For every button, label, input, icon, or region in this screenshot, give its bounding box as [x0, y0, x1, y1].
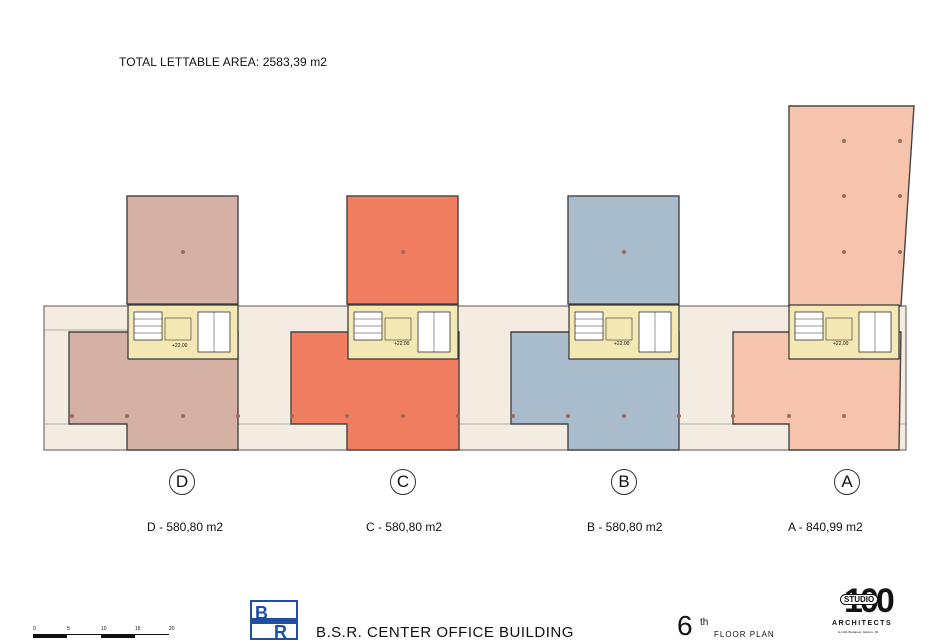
core-c [347, 304, 459, 360]
unit-area-d: D - 580,80 m2 [147, 520, 224, 534]
client-logo-letter: R [274, 622, 287, 642]
floor-caption: FLOOR PLAN [714, 630, 775, 639]
architect-logo-word: STUDIO [840, 594, 879, 605]
floor-number: 6 [677, 610, 693, 641]
unit-area-c: C - 580,80 m2 [366, 520, 443, 534]
scale-tick: 15 [135, 626, 141, 632]
architect-logo: 100 STUDIO ARCHITECTS H-1011 Budapest, I… [822, 582, 914, 638]
level-marker-a: +22.00 [833, 341, 849, 347]
architect-logo-address: H-1011 Budapest, Iskola u. 36. [838, 630, 879, 634]
level-marker-b: +22.00 [614, 341, 630, 347]
total-lettable-area: TOTAL LETTABLE AREA: 2583,39 m2 [119, 55, 328, 69]
unit-c-plan [290, 195, 460, 451]
unit-area-a: A - 840,99 m2 [788, 520, 863, 534]
core-a [788, 304, 900, 360]
unit-a-plan [732, 105, 915, 451]
unit-marker-d: D [169, 469, 195, 495]
scale-tick: 20 [169, 626, 175, 632]
unit-area-b: B - 580,80 m2 [587, 520, 663, 534]
architect-logo-tagline: ARCHITECTS [832, 620, 893, 627]
unit-marker-b: B [611, 469, 637, 495]
unit-d-plan [68, 195, 239, 451]
scale-tick: 5 [67, 626, 70, 632]
columns [70, 139, 902, 418]
unit-b-plan [510, 195, 680, 451]
core-b [568, 304, 680, 360]
scale-bar: 0 5 10 15 20 [33, 626, 183, 638]
unit-marker-c: C [390, 469, 416, 495]
floor-suffix: th [700, 617, 709, 628]
scale-tick: 0 [33, 626, 36, 632]
client-logo-letter: B [255, 603, 268, 623]
client-logo: B R [250, 600, 298, 642]
scale-tick: 10 [101, 626, 107, 632]
unit-marker-a: A [834, 469, 860, 495]
project-title: B.S.R. CENTER OFFICE BUILDING [316, 624, 574, 641]
level-marker-d: +22.00 [172, 343, 188, 349]
core-d [127, 304, 239, 360]
level-marker-c: +22.00 [394, 341, 410, 347]
